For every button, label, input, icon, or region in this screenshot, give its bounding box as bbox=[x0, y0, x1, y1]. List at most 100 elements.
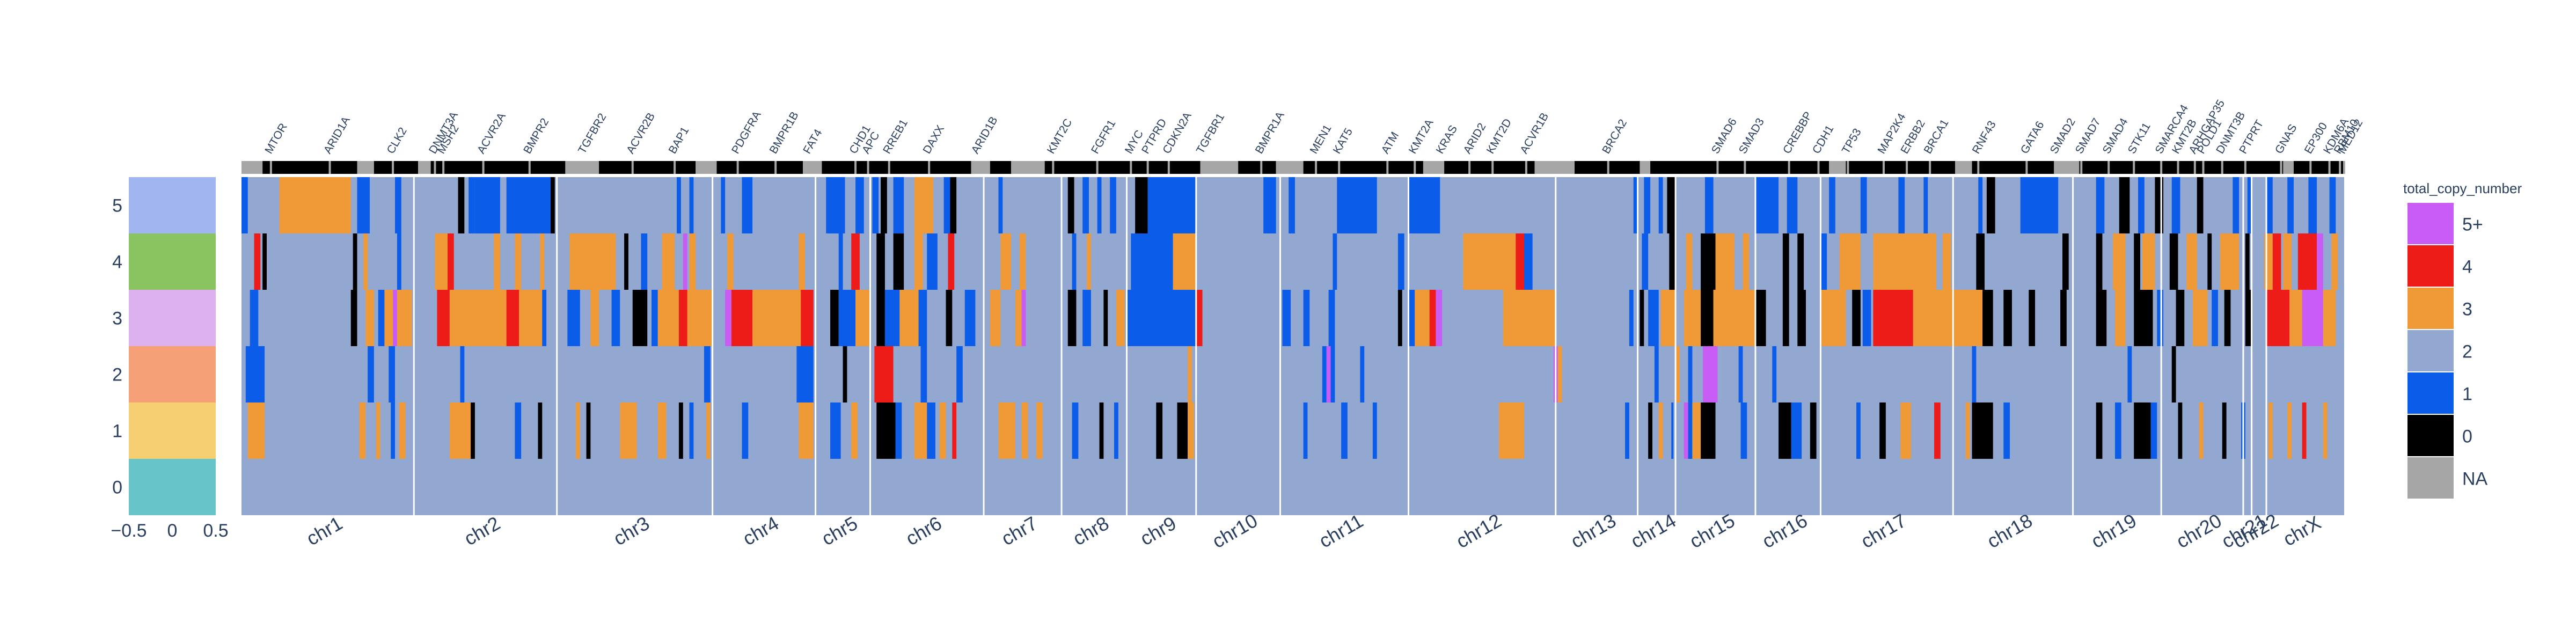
heatmap-cell bbox=[569, 233, 616, 290]
heatmap-cell bbox=[843, 346, 847, 402]
legend-label: 3 bbox=[2462, 299, 2472, 320]
gene-bar-segment bbox=[1640, 161, 1651, 174]
gene-bar-segment bbox=[418, 161, 431, 174]
heatmap-cell bbox=[1704, 177, 1714, 233]
heatmap-cell bbox=[1862, 290, 1871, 346]
heatmap-cell bbox=[1463, 233, 1516, 290]
heatmap-cell bbox=[241, 402, 248, 459]
annotation-cell-5 bbox=[129, 177, 216, 233]
heatmap-cell bbox=[1408, 290, 1415, 346]
heatmap-cell bbox=[2197, 177, 2204, 233]
chromosome-label: chr11 bbox=[1315, 510, 1367, 552]
heatmap-cell bbox=[1322, 346, 1327, 402]
heatmap-cell bbox=[956, 346, 963, 402]
gene-label: TGFBR1 bbox=[1194, 111, 1227, 156]
chromosome-label: chr18 bbox=[1983, 509, 2036, 553]
heatmap-cell bbox=[1282, 290, 1291, 346]
gene-bar-tick bbox=[1167, 161, 1170, 174]
heatmap-cell bbox=[1099, 402, 1104, 459]
heatmap-cell bbox=[1976, 233, 1985, 290]
gene-bar-tick bbox=[2244, 161, 2246, 174]
gene-bar-tick bbox=[1817, 161, 1820, 174]
heatmap-cell bbox=[2266, 177, 2273, 233]
legend-label: 1 bbox=[2462, 384, 2472, 405]
heatmap-cell bbox=[1524, 233, 1533, 290]
heatmap-cell bbox=[2308, 177, 2317, 233]
row-label: 2 bbox=[112, 365, 122, 385]
row-labels: 0 1 2 3 4 5 bbox=[112, 196, 122, 498]
heatmap-cell bbox=[1503, 290, 1556, 346]
gene-label: FAT4 bbox=[801, 127, 824, 156]
gene-bar-tick bbox=[2025, 161, 2028, 174]
heatmap-cell bbox=[359, 402, 366, 459]
heatmap-cell bbox=[1097, 177, 1102, 233]
heatmap-cell bbox=[1082, 290, 1091, 346]
heatmap-cell bbox=[590, 290, 599, 346]
gene-label: RREB1 bbox=[881, 117, 910, 156]
heatmap-cell bbox=[1779, 402, 1791, 459]
heatmap-cell bbox=[914, 233, 923, 290]
heatmap-cell bbox=[1684, 402, 1688, 459]
heatmap-cell bbox=[469, 177, 475, 233]
heatmap-cell bbox=[1738, 346, 1743, 402]
row-label: 4 bbox=[112, 252, 122, 273]
heatmap-cell bbox=[927, 233, 938, 290]
gene-bar-segment bbox=[1303, 161, 1423, 174]
heatmap-cell bbox=[241, 459, 2344, 515]
heatmap-cell bbox=[2222, 402, 2227, 459]
heatmap-cell bbox=[1360, 346, 1365, 402]
heatmap-cell bbox=[1498, 402, 1524, 459]
heatmap-cell bbox=[2264, 233, 2273, 290]
heatmap-cell bbox=[397, 290, 412, 346]
chromosome-label: chr8 bbox=[1069, 512, 1113, 550]
heatmap-cell bbox=[920, 346, 927, 402]
heatmap-cell bbox=[1625, 402, 1629, 459]
heatmap-cell bbox=[2220, 233, 2240, 290]
heatmap-cell bbox=[1333, 233, 1337, 290]
gene-bar-tick bbox=[2309, 161, 2312, 174]
heatmap-cell bbox=[519, 290, 543, 346]
gene-bar-tick bbox=[736, 161, 739, 174]
heatmap-cell bbox=[1972, 402, 1993, 459]
gene-bar-segment bbox=[1044, 161, 1201, 174]
heatmap-cell bbox=[632, 290, 648, 346]
heatmap-cell bbox=[678, 290, 687, 346]
gene-bar-segment bbox=[1238, 161, 1276, 174]
heatmap-cell bbox=[2150, 402, 2157, 459]
heatmap-cell bbox=[1900, 402, 1911, 459]
gene-bar-tick bbox=[482, 161, 485, 174]
heatmap-cell bbox=[2289, 290, 2302, 346]
heatmap-cell bbox=[1015, 290, 1022, 346]
gene-label: SMAD3 bbox=[1737, 116, 1767, 156]
chromosome-label: chr19 bbox=[2087, 509, 2140, 553]
gene-bar-segment bbox=[1276, 161, 1304, 174]
gene-label: DAXX bbox=[921, 123, 947, 156]
gene-bar-tick bbox=[1096, 161, 1099, 174]
heatmap-row-base bbox=[241, 402, 2344, 459]
heatmap-cell bbox=[2176, 290, 2185, 346]
gene-bar-tick bbox=[808, 161, 810, 174]
heatmap-cell bbox=[1898, 177, 1905, 233]
gene-bar-tick bbox=[1052, 161, 1055, 174]
heatmap-cell bbox=[1913, 290, 1953, 346]
heatmap-cell bbox=[952, 402, 957, 459]
heatmap-cell bbox=[799, 233, 806, 290]
heatmap-cell bbox=[1110, 177, 1116, 233]
heatmap-cell bbox=[914, 402, 927, 459]
heatmap-cell bbox=[378, 290, 385, 346]
gene-label: ACVR1B bbox=[1518, 111, 1551, 156]
heatmap-cell bbox=[677, 177, 681, 233]
heatmap-cell bbox=[752, 290, 801, 346]
heatmap-cell bbox=[948, 233, 955, 290]
chromosome-label: chr16 bbox=[1758, 509, 1811, 553]
heatmap-cell bbox=[1328, 290, 1335, 346]
heatmap-cell bbox=[689, 402, 694, 459]
heatmap-cell bbox=[245, 346, 265, 402]
heatmap-cell bbox=[1019, 233, 1026, 290]
gene-bar-tick bbox=[2339, 161, 2341, 174]
heatmap-cell bbox=[1173, 233, 1196, 290]
heatmap-cell bbox=[2287, 402, 2292, 459]
legend-swatch bbox=[2407, 245, 2454, 287]
heatmap-cell bbox=[2060, 290, 2067, 346]
heatmap-cell bbox=[700, 290, 713, 346]
